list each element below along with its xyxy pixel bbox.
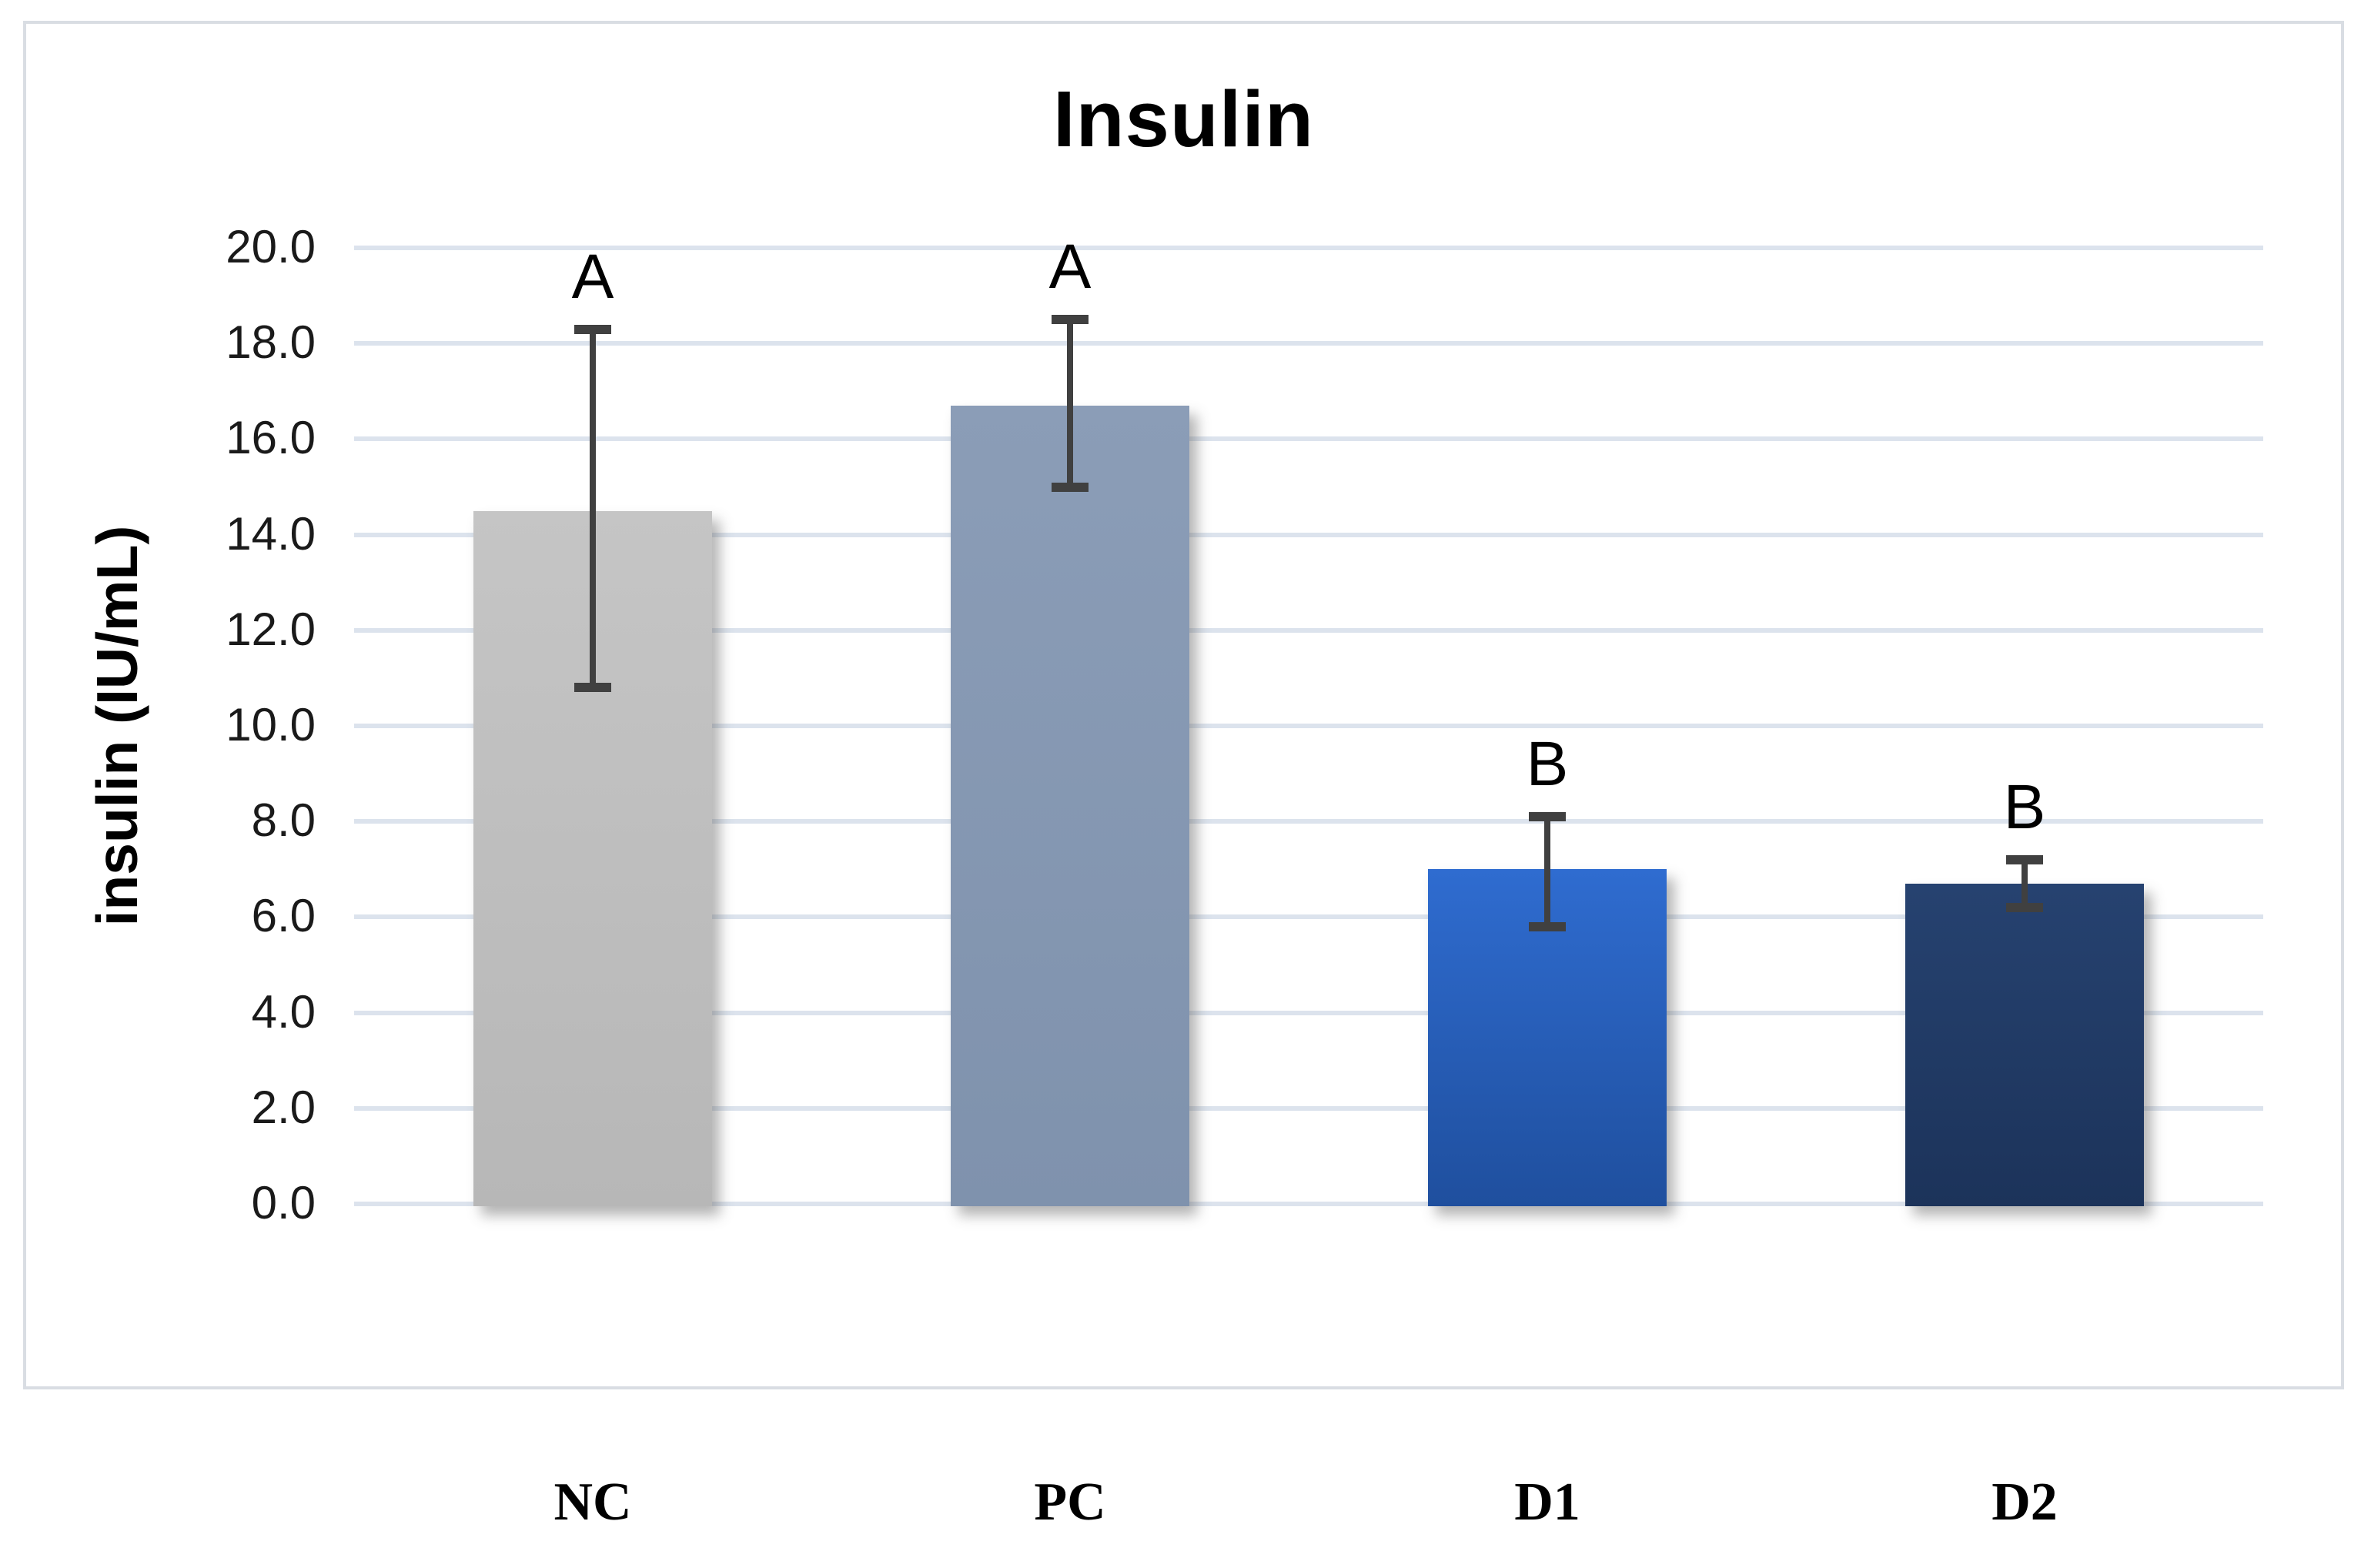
- error-bar-cap-bottom-nc: [574, 683, 611, 693]
- y-tick-label: 20.0: [226, 221, 316, 272]
- error-bar-line-d2: [2022, 859, 2028, 908]
- y-tick-label: 8.0: [251, 794, 316, 847]
- error-bar-cap-top-pc: [1052, 315, 1089, 325]
- y-tick-label: 4.0: [251, 985, 316, 1038]
- significance-letter-d1: B: [1526, 728, 1569, 799]
- bar-pc: [951, 405, 1189, 1206]
- category-label-pc: PC: [1034, 1473, 1106, 1532]
- error-bar-cap-top-nc: [574, 324, 611, 334]
- category-label-d2: D2: [1991, 1473, 2058, 1532]
- category-label-d1: D1: [1514, 1473, 1580, 1532]
- y-tick-label: 12.0: [226, 603, 316, 655]
- error-bar-cap-top-d2: [2006, 854, 2043, 864]
- error-bar-cap-bottom-d1: [1529, 921, 1566, 931]
- significance-letter-d2: B: [2003, 771, 2046, 842]
- significance-letter-pc: A: [1048, 232, 1092, 303]
- y-tick-label: 6.0: [251, 890, 316, 942]
- y-tick-label: 18.0: [226, 316, 316, 369]
- error-bar-cap-bottom-d2: [2006, 902, 2043, 912]
- chart-title: Insulin: [1053, 75, 1314, 163]
- bar-d2: [1905, 883, 2144, 1206]
- significance-letter-nc: A: [571, 241, 614, 312]
- error-bar-cap-top-d1: [1529, 811, 1566, 821]
- y-tick-label: 0.0: [251, 1177, 316, 1229]
- error-bar-line-pc: [1067, 319, 1073, 487]
- category-label-nc: NC: [553, 1473, 632, 1532]
- error-bar-cap-bottom-pc: [1052, 482, 1089, 492]
- error-bar-line-d1: [1544, 816, 1550, 927]
- y-tick-label: 10.0: [226, 699, 316, 751]
- y-tick-label: 14.0: [226, 507, 316, 560]
- y-tick-label: 16.0: [226, 412, 316, 464]
- y-tick-label: 2.0: [251, 1081, 316, 1133]
- error-bar-line-nc: [590, 329, 596, 688]
